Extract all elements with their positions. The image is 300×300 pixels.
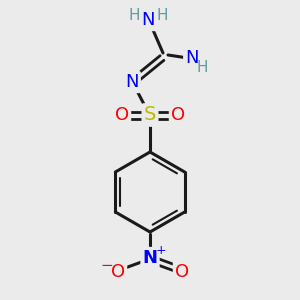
Text: H: H	[128, 8, 140, 22]
Text: S: S	[144, 106, 156, 124]
Text: N: N	[125, 73, 139, 91]
Text: H: H	[156, 8, 168, 22]
Text: H: H	[196, 61, 208, 76]
Text: −: −	[100, 259, 113, 274]
Text: O: O	[111, 263, 125, 281]
Text: O: O	[115, 106, 129, 124]
Text: O: O	[171, 106, 185, 124]
Text: +: +	[156, 244, 166, 257]
Text: O: O	[175, 263, 189, 281]
Text: N: N	[141, 11, 155, 29]
Text: N: N	[142, 249, 158, 267]
Text: N: N	[185, 49, 199, 67]
